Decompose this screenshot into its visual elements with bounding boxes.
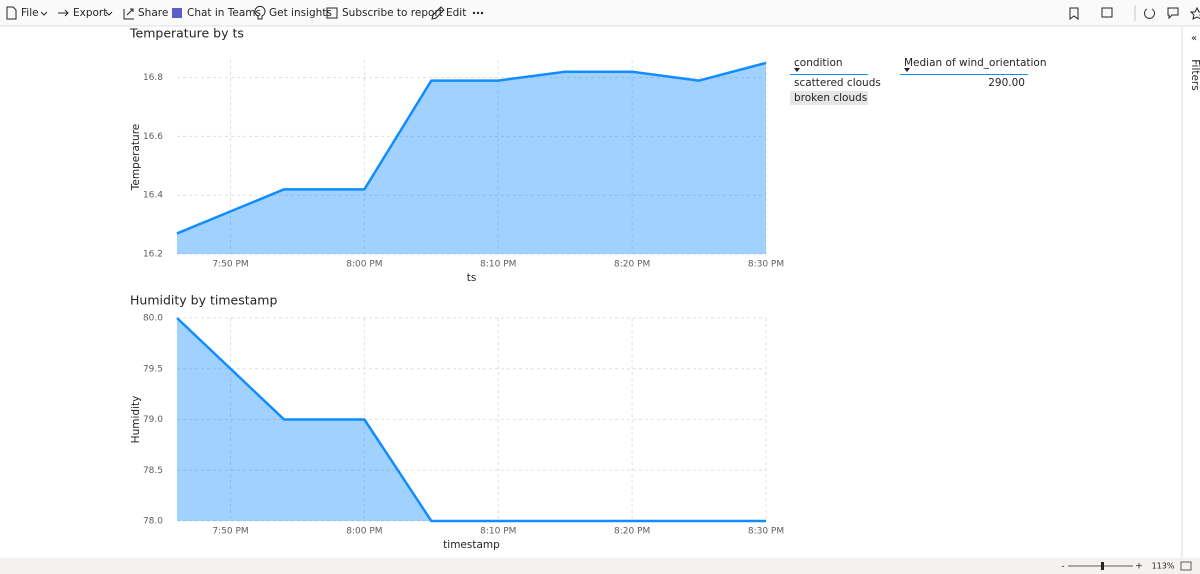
chart: Humidity by timestamp Humidity timestamp 78…: [130, 293, 784, 552]
toolbar-button[interactable]: File: [21, 7, 39, 19]
table-cell[interactable]: 290.00: [988, 77, 1025, 89]
x-axis-title: timestamp: [443, 539, 500, 551]
column-header[interactable]: condition: [794, 57, 843, 69]
sort-indicator: [904, 68, 910, 72]
x-tick-label: 8:00 PM: [346, 527, 382, 537]
toolbar-button[interactable]: Export: [73, 7, 107, 19]
zoom-slider-thumb[interactable]: [1101, 562, 1104, 570]
collapse-icon[interactable]: «: [1191, 33, 1197, 44]
chart-title: Temperature by ts: [129, 26, 244, 41]
table-cell[interactable]: scattered clouds: [794, 77, 881, 89]
toolbar-button[interactable]: Chat in Teams: [187, 7, 261, 19]
more-menu[interactable]: [472, 11, 484, 15]
export-icon: [58, 9, 69, 17]
table-visuals: condition scattered clouds broken clouds Me…: [790, 57, 1047, 105]
y-axis-title: Humidity: [130, 396, 142, 444]
x-tick-label: 8:10 PM: [480, 527, 516, 537]
x-tick-label: 8:30 PM: [748, 260, 784, 270]
y-tick-label: 78.5: [143, 466, 163, 476]
y-tick-label: 78.0: [143, 517, 163, 527]
x-tick-label: 8:10 PM: [480, 260, 516, 270]
x-tick-label: 7:50 PM: [212, 527, 248, 537]
y-tick-label: 16.2: [143, 250, 163, 260]
area-line: [176, 317, 766, 523]
share-icon: [123, 8, 134, 20]
sort-indicator: [794, 68, 800, 72]
teams-icon: [172, 8, 182, 18]
x-tick-label: 8:20 PM: [614, 260, 650, 270]
y-tick-label: 16.6: [143, 132, 163, 142]
y-tick-label: 79.0: [143, 415, 163, 425]
zoom-in[interactable]: +: [1135, 562, 1143, 572]
x-axis-title: ts: [467, 272, 477, 284]
area-fill: [177, 62, 766, 254]
dot: [472, 11, 476, 15]
x-tick-label: 8:20 PM: [614, 527, 650, 537]
fit-page-icon[interactable]: [1180, 561, 1192, 571]
dropdown-caret: [40, 11, 113, 16]
toolbar-icons: [6, 5, 1200, 21]
edit-icon: [431, 6, 445, 20]
status-bar: [0, 558, 1200, 574]
dot: [480, 11, 484, 15]
y-tick-label: 16.4: [143, 191, 163, 201]
chart-title: Humidity by timestamp: [130, 293, 277, 308]
right-toolbar-icons: [1069, 6, 1200, 20]
row-highlight: [790, 91, 868, 105]
filters-pane-label[interactable]: Filters: [1189, 59, 1200, 90]
toolbar-button[interactable]: Subscribe to report: [342, 7, 443, 19]
zoom-level: 113%: [1152, 562, 1175, 571]
subscribe-icon: [326, 7, 338, 19]
toolbar-bg: [0, 0, 1200, 26]
x-tick-label: 7:50 PM: [212, 260, 248, 270]
toolbar-items: File Export Share Chat in Teams Get insights…: [21, 7, 466, 19]
x-tick-label: 8:30 PM: [748, 527, 784, 537]
zoom-out[interactable]: -: [1061, 562, 1064, 572]
dot: [476, 11, 480, 15]
column-header[interactable]: Median of wind_orientation: [904, 57, 1047, 69]
insights-icon: [254, 6, 266, 20]
area-fill: [177, 318, 766, 521]
y-axis-title: Temperature: [130, 124, 142, 192]
y-tick-label: 79.5: [143, 364, 163, 374]
x-tick-label: 8:00 PM: [346, 260, 382, 270]
toolbar-button[interactable]: Share: [138, 7, 168, 19]
toolbar-button[interactable]: Edit: [446, 7, 466, 19]
y-tick-label: 80.0: [143, 314, 163, 324]
y-tick-label: 16.8: [143, 73, 163, 83]
toolbar-button[interactable]: Get insights: [269, 7, 332, 19]
table-cell[interactable]: broken clouds: [794, 92, 867, 104]
file-icon: [6, 6, 17, 20]
chart: Temperature by ts Temperature ts 16.2 16.4 16…: [129, 26, 784, 285]
area-line: [176, 61, 767, 235]
